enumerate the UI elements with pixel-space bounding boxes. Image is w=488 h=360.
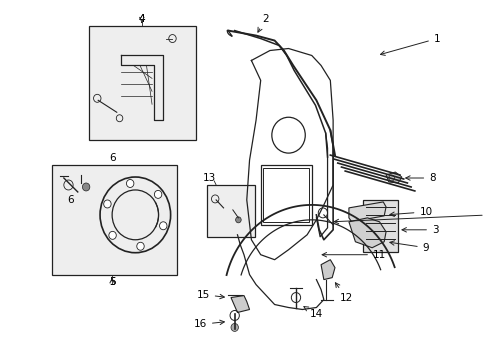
Circle shape [126, 180, 134, 188]
Bar [89, 26, 195, 140]
Text: 2: 2 [257, 14, 268, 32]
Circle shape [154, 190, 162, 198]
Circle shape [137, 242, 144, 250]
Circle shape [103, 200, 111, 208]
Text: 4: 4 [138, 14, 145, 24]
Text: 15: 15 [196, 289, 224, 300]
Text: 5: 5 [109, 276, 115, 287]
Bar [362, 200, 397, 252]
Bar [263, 168, 308, 222]
Circle shape [230, 323, 238, 332]
Text: 8: 8 [405, 173, 435, 183]
Text: 10: 10 [389, 207, 432, 217]
Text: 11: 11 [322, 250, 386, 260]
Circle shape [159, 222, 166, 230]
Text: 12: 12 [335, 283, 352, 302]
Polygon shape [230, 296, 249, 312]
Text: 13: 13 [203, 173, 216, 183]
Text: 14: 14 [303, 307, 323, 319]
Circle shape [109, 231, 116, 239]
Circle shape [82, 183, 90, 191]
Circle shape [235, 217, 241, 223]
Bar [260, 165, 311, 225]
Text: 16: 16 [193, 319, 224, 329]
Text: 1: 1 [380, 33, 440, 55]
Polygon shape [348, 218, 385, 248]
Bar [52, 165, 177, 275]
Bar [206, 185, 255, 237]
Polygon shape [348, 202, 385, 222]
Text: 9: 9 [389, 241, 428, 253]
Text: 3: 3 [401, 225, 438, 235]
Polygon shape [321, 260, 334, 280]
Text: 6: 6 [67, 195, 74, 205]
Text: 7: 7 [333, 210, 488, 224]
Polygon shape [385, 172, 401, 183]
Text: 4: 4 [138, 14, 145, 24]
Text: 5: 5 [109, 276, 115, 287]
Text: 6: 6 [109, 153, 115, 163]
